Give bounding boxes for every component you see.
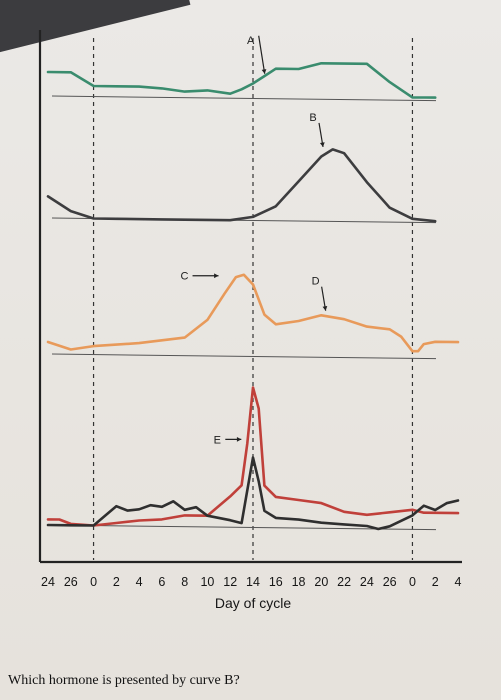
annotation-arrowhead-e (236, 436, 242, 442)
x-tick-label: 4 (455, 575, 462, 589)
annotation-label-a: A (247, 35, 255, 47)
annotation-d: D (312, 276, 328, 311)
annotation-arrowhead-a (261, 69, 267, 74)
annotation-arrowhead-d (322, 305, 328, 311)
annotation-e: E (214, 434, 242, 446)
x-tick-label: 22 (337, 575, 351, 589)
x-tick-label: 24 (360, 575, 374, 589)
x-tick-label: 8 (181, 575, 188, 589)
x-tick-label: 10 (200, 575, 214, 589)
annotation-c: C (181, 271, 219, 283)
x-tick-label: 26 (383, 575, 397, 589)
question-text: Which hormone is presented by curve B? (8, 673, 240, 688)
annotation-b: B (309, 112, 325, 148)
x-tick-label: 14 (246, 575, 260, 589)
x-tick-label: 4 (136, 575, 143, 589)
curve-a (46, 62, 437, 99)
reference-day-lines (92, 38, 414, 560)
annotation-label-c: C (181, 271, 189, 283)
annotation-label-b: B (309, 112, 316, 124)
x-tick-label: 0 (90, 575, 97, 589)
x-tick-label: 0 (409, 575, 416, 589)
curve-c (46, 273, 460, 353)
panel-baselines (51, 95, 437, 531)
curve-b (46, 148, 437, 223)
series-layer (46, 62, 460, 531)
x-tick-label: 2 (432, 575, 439, 589)
annotation-arrow-a (258, 35, 266, 74)
x-tick-label: 26 (64, 575, 78, 589)
x-tick-label: 18 (292, 575, 306, 589)
panel-4-baseline (51, 524, 437, 531)
x-axis-label: Day of cycle (215, 595, 291, 611)
curve-unlabeled-3-1 (46, 456, 460, 531)
panel-3-baseline (51, 353, 437, 360)
panel-1-baseline (51, 95, 437, 102)
x-tick-label: 12 (223, 575, 237, 589)
x-tick-label: 2 (113, 575, 120, 589)
chart-axes (38, 30, 462, 564)
x-tick-label: 24 (41, 575, 55, 589)
x-tick-label: 16 (269, 575, 283, 589)
curve-annotations: A B C D E (181, 35, 328, 446)
annotation-arrowhead-c (214, 273, 219, 279)
x-tick-label: 6 (158, 575, 165, 589)
annotation-a: A (247, 35, 267, 74)
annotation-arrowhead-b (319, 142, 325, 147)
x-tick-label: 20 (314, 575, 328, 589)
annotation-label-e: E (214, 434, 221, 446)
annotation-label-d: D (312, 276, 320, 288)
x-tick-labels: 24 26 0 2 4 6 8 10 12 14 16 18 20 22 24 26 0 2 4 (41, 575, 461, 589)
curve-e (46, 386, 460, 527)
